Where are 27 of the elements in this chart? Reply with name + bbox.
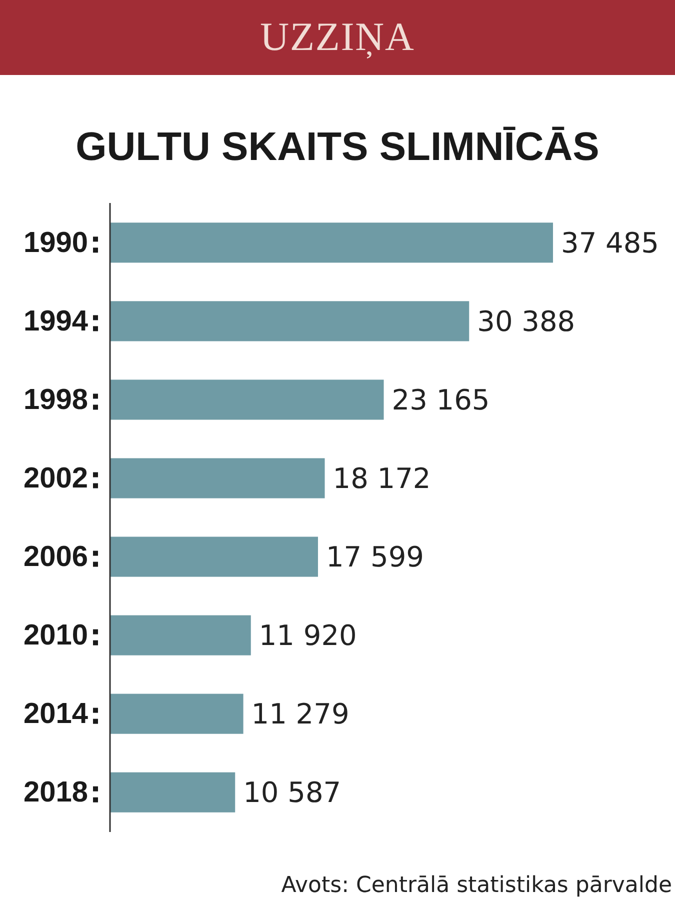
y-tick-label: 2002 bbox=[23, 462, 88, 495]
bar bbox=[110, 772, 236, 812]
bar bbox=[110, 380, 384, 420]
y-tick-label: 2014 bbox=[23, 698, 88, 730]
y-tick-label: 1990 bbox=[23, 226, 88, 259]
data-label: 11 279 bbox=[251, 698, 350, 731]
y-tick-label: 1994 bbox=[23, 305, 88, 338]
data-label: 23 165 bbox=[392, 384, 490, 417]
bar bbox=[110, 458, 325, 498]
data-label: 18 172 bbox=[332, 462, 431, 496]
y-tick-label: 2018 bbox=[23, 776, 88, 809]
bar bbox=[110, 222, 553, 263]
data-label: 10 587 bbox=[243, 776, 342, 810]
data-label: 30 388 bbox=[477, 304, 576, 338]
data-label: 11 920 bbox=[258, 619, 357, 652]
bar bbox=[110, 536, 318, 577]
bar bbox=[110, 615, 251, 656]
y-tick-label: 2006 bbox=[23, 541, 88, 574]
chart-title: GULTU SKAITS SLIMNĪCĀS bbox=[76, 125, 600, 169]
data-label: 17 599 bbox=[326, 540, 424, 574]
y-tick-label: 2010 bbox=[23, 620, 88, 652]
y-tick-label: 1998 bbox=[23, 384, 88, 416]
text: UZZIŅA bbox=[260, 14, 415, 59]
data-label: 37 485 bbox=[561, 226, 659, 260]
text: Avots: Centrālā statistikas pārvalde bbox=[281, 873, 672, 898]
bar bbox=[110, 301, 470, 342]
bar bbox=[110, 694, 244, 734]
